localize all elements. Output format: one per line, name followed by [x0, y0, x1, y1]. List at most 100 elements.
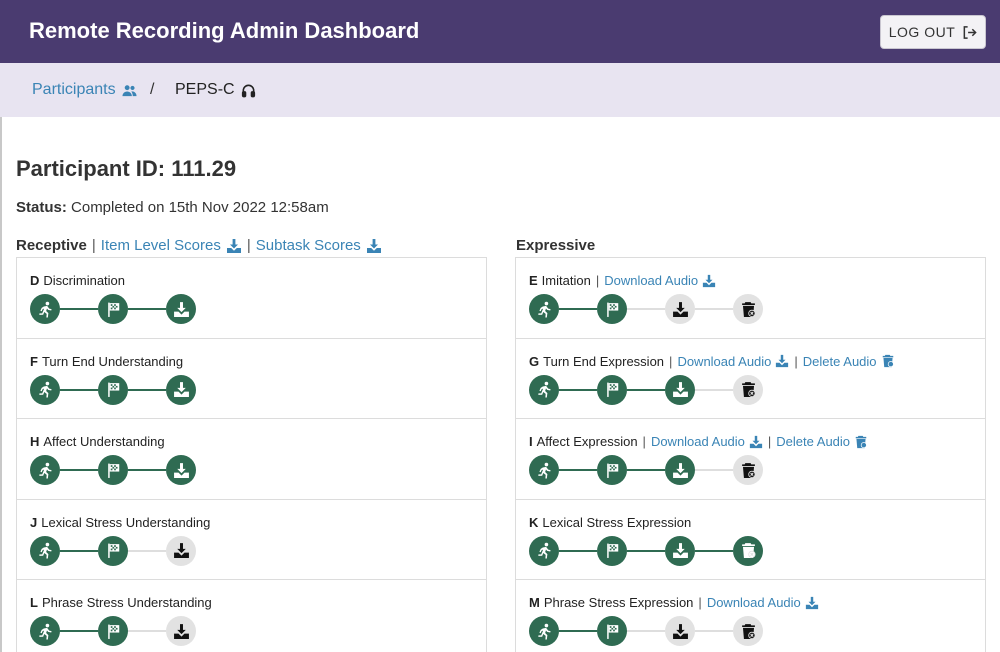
subtask-scores-label: Subtask Scores [255, 237, 361, 254]
task-letter: I [529, 434, 533, 449]
progress-steps [30, 455, 270, 485]
subtask-scores-link[interactable]: Subtask Scores [256, 237, 382, 254]
task-letter: J [30, 514, 38, 530]
step-connector [559, 630, 597, 632]
breadcrumb-participants-link[interactable]: Participants [32, 81, 137, 99]
progress-steps [30, 616, 270, 646]
download-icon[interactable] [166, 294, 196, 324]
delete-icon [854, 435, 868, 449]
delete-audio-link[interactable]: Delete Audio [803, 354, 895, 369]
task-title: K Lexical Stress Expression [529, 515, 691, 530]
delete-audio-link[interactable]: Delete Audio [776, 434, 868, 449]
finished-icon [597, 535, 627, 566]
status-value: Completed on 15th Nov 2022 12:58am [71, 199, 329, 216]
task-row: L Phrase Stress Understanding [17, 580, 486, 652]
breadcrumb-current-label: PEPS-C [175, 81, 235, 98]
download-audio-link-label: Download Audio [677, 353, 772, 369]
expressive-panel: E Imitation | Download Audio G Turn End Expre… [515, 257, 986, 652]
step-connector [60, 549, 98, 552]
logout-icon [963, 25, 977, 39]
task-name: Discrimination [43, 273, 126, 288]
finished-icon [597, 294, 627, 324]
download-audio-link[interactable]: Download Audio [707, 595, 819, 610]
item-level-scores-label: Item Level Scores [100, 237, 221, 254]
status-label: Status: [16, 199, 67, 216]
finished-icon [98, 616, 128, 646]
download-icon[interactable] [166, 455, 196, 485]
step-connector [128, 549, 166, 552]
download-icon [166, 535, 196, 566]
download-icon [665, 294, 695, 324]
download-audio-link[interactable]: Download Audio [651, 434, 763, 449]
step-connector [627, 630, 665, 632]
step-connector [695, 308, 733, 310]
delete-icon[interactable] [733, 535, 763, 566]
link-separator: | [669, 353, 673, 369]
started-icon [30, 535, 60, 566]
download-icon[interactable] [665, 374, 695, 405]
started-icon [30, 455, 60, 485]
task-title: L Phrase Stress Understanding [30, 595, 212, 610]
progress-steps [529, 535, 769, 566]
progress-steps [529, 294, 769, 324]
delete-audio-link-label: Delete Audio [776, 434, 851, 449]
participant-id: Participant ID: 111.29 [16, 156, 237, 181]
left-edge-divider [0, 117, 2, 652]
task-letter: F [30, 353, 38, 369]
download-audio-link-label: Download Audio [650, 434, 745, 449]
task-name: Turn End Understanding [41, 353, 184, 369]
step-connector [627, 549, 665, 552]
download-audio-link[interactable]: Download Audio [677, 354, 789, 369]
task-letter: M [529, 595, 540, 610]
delete-icon [881, 354, 895, 368]
task-row: F Turn End Understanding [17, 339, 486, 419]
download-icon [749, 435, 763, 449]
step-connector [627, 308, 665, 310]
download-icon[interactable] [665, 455, 695, 485]
breadcrumb-separator: / [150, 81, 155, 98]
task-name: Affect Understanding [43, 434, 165, 449]
finished-icon [597, 374, 627, 405]
delete-icon [733, 294, 763, 324]
task-title: G Turn End Expression | Download Audio | Dele… [529, 354, 895, 369]
task-title: J Lexical Stress Understanding [30, 515, 210, 530]
task-row: J Lexical Stress Understanding [17, 500, 486, 580]
task-row: G Turn End Expression | Download Audio | Dele… [516, 339, 985, 419]
task-name: Turn End Expression [543, 353, 665, 369]
item-level-scores-link[interactable]: Item Level Scores [101, 237, 242, 254]
top-bar: Remote Recording Admin Dashboard LOG OUT [0, 0, 1000, 63]
task-letter: H [30, 434, 40, 449]
download-icon[interactable] [166, 374, 196, 405]
progress-steps [529, 616, 769, 646]
finished-icon [98, 535, 128, 566]
started-icon [30, 616, 60, 646]
started-icon [529, 455, 559, 485]
task-letter: L [30, 595, 38, 610]
task-title: F Turn End Understanding [30, 354, 183, 369]
task-title: D Discrimination [30, 273, 125, 288]
breadcrumb-current: PEPS-C [175, 81, 256, 99]
download-icon[interactable] [665, 535, 695, 566]
download-audio-link[interactable]: Download Audio [604, 273, 716, 288]
task-title: M Phrase Stress Expression | Download Audio [529, 595, 819, 610]
logout-label: LOG OUT [888, 24, 956, 40]
step-connector [695, 469, 733, 471]
download-audio-link-label: Download Audio [604, 273, 699, 288]
started-icon [529, 294, 559, 324]
task-row: H Affect Understanding [17, 419, 486, 500]
receptive-panel: D Discrimination F Turn End Understanding H A… [16, 257, 487, 652]
link-separator: | [642, 434, 646, 449]
receptive-heading: Receptive [16, 237, 87, 254]
task-name: Imitation [541, 273, 591, 288]
task-name: Phrase Stress Expression [543, 595, 694, 610]
task-row: E Imitation | Download Audio [516, 258, 985, 339]
step-connector [559, 549, 597, 552]
task-title: E Imitation | Download Audio [529, 273, 716, 288]
task-row: K Lexical Stress Expression [516, 500, 985, 580]
finished-icon [98, 374, 128, 405]
step-connector [60, 388, 98, 391]
logout-button[interactable]: LOG OUT [880, 15, 986, 49]
task-title: H Affect Understanding [30, 434, 165, 449]
started-icon [529, 374, 559, 405]
started-icon [30, 294, 60, 324]
